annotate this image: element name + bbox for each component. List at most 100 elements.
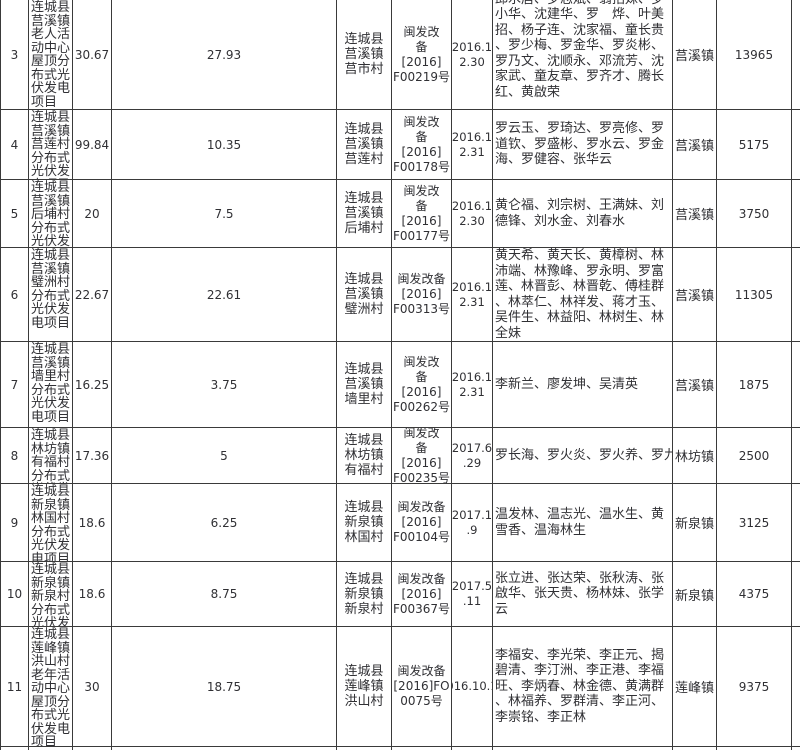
project-name-cell: 连城县莒溪镇后埔村分布式光伏发电项目 [29,180,73,248]
project-name-cell: 连城县莒溪镇莒莲村分布式光伏发电项目 [29,110,73,180]
value2-cell: 6.25 [112,484,337,562]
owners-cell: 李新兰、廖发坤、吴清英 [493,342,673,428]
approval-date-cell: 2016.1 2.30 [452,180,493,248]
table-row: 3 连城县莒溪镇老人活动中心屋顶分布式光伏发电项目 30.67 27.93 连城… [0,0,800,110]
town-cell: 新泉镇 [673,562,717,627]
amount-cell [717,747,792,750]
approval-date-cell [452,747,493,750]
approval-doc-cell: 闽发改 备 [2016] F00262号 [392,342,452,428]
value2-cell: 3.75 [112,342,337,428]
owners-cell [493,747,673,750]
approval-doc-cell: 闽发改备 [2016] F00367号 [392,562,452,627]
table-row: 4 连城县莒溪镇莒莲村分布式光伏发电项目 99.84 10.35 连城县莒溪镇莒… [0,110,800,180]
project-name-cell: 连城县莒溪镇老人活动中心屋顶分布式光伏发电项目 [29,0,73,110]
owners-cell: 温发林、温志光、温水生、黄雪香、温海林生 [493,484,673,562]
value1-cell: 16.25 [73,342,112,428]
amount-cell: 4375 [717,562,792,627]
clipped-edge-cell [792,484,800,562]
owners-text: 邱水居、罗志斌、翁招妹、罗小华、沈建华、罗 烨、叶美招、杨子连、沈家福、童长贵、… [495,0,665,100]
location-cell: 连城县莒溪镇墙里村 [337,342,392,428]
location-cell: 连城县新泉镇新泉村 [337,562,392,627]
amount-cell: 3125 [717,484,792,562]
approval-date-cell: 2016.1 2.31 [452,110,493,180]
project-name-cell: 连城县莲峰镇洪山村老年活动中心屋顶分布式光伏发电项目 [29,627,73,747]
row-number-cell: 4 [0,110,29,180]
approval-date-cell: 2017.5 .11 [452,562,493,627]
partial-next-row [0,747,800,750]
amount-cell: 13965 [717,0,792,110]
row-number-cell: 7 [0,342,29,428]
project-name-cell [29,747,73,750]
amount-cell: 3750 [717,180,792,248]
table-row: 5 连城县莒溪镇后埔村分布式光伏发电项目 20 7.5 连城县莒溪镇后埔村 闽发… [0,180,800,248]
table-row: 7 连城县莒溪镇墙里村分布式光伏发电项目 16.25 3.75 连城县莒溪镇墙里… [0,342,800,428]
town-cell: 莒溪镇 [673,110,717,180]
value1-cell: 18.6 [73,562,112,627]
clipped-edge-cell [792,562,800,627]
clipped-edge-cell [792,428,800,484]
value2-cell: 7.5 [112,180,337,248]
approval-doc-cell [392,747,452,750]
value2-cell: 5 [112,428,337,484]
row-number-cell: 3 [0,0,29,110]
approval-date-cell: 2016.1 2.30 [452,0,493,110]
clipped-edge-cell [792,248,800,342]
value2-cell: 18.75 [112,627,337,747]
row-number-cell: 9 [0,484,29,562]
value1-cell: 99.84 [73,110,112,180]
value2-cell: 22.61 [112,248,337,342]
owners-cell: 罗长海、罗火炎、罗火养、罗九 [493,428,673,484]
value2-cell [112,747,337,750]
value1-cell: 17.36 [73,428,112,484]
table-row: 11 连城县莲峰镇洪山村老年活动中心屋顶分布式光伏发电项目 30 18.75 连… [0,627,800,747]
value1-cell: 20 [73,180,112,248]
table-row: 8 连城县林坊镇有福村分布式光伏发电项目 17.36 5 连城县林坊镇有福村 闽… [0,428,800,484]
approval-doc-cell: 闽发改备 [2016] F00313号 [392,248,452,342]
town-cell: 莒溪镇 [673,180,717,248]
approval-doc-cell: 闽发改 备 [2016] F00219号 [392,0,452,110]
approval-doc-cell: 闽发改备 [2016] F00104号 [392,484,452,562]
row-number-cell: 5 [0,180,29,248]
value1-cell: 18.6 [73,484,112,562]
approval-doc-cell: 闽发改 备 [2016] F00177号 [392,180,452,248]
location-cell: 连城县林坊镇有福村 [337,428,392,484]
location-cell: 连城县莒溪镇莒莲村 [337,110,392,180]
location-cell: 连城县新泉镇林国村 [337,484,392,562]
project-name-cell: 连城县莒溪镇璧洲村分布式光伏发电项目 [29,248,73,342]
amount-cell: 2500 [717,428,792,484]
row-number-cell: 6 [0,248,29,342]
row-number-cell [0,747,29,750]
amount-cell: 5175 [717,110,792,180]
approval-doc-cell: 闽发改 备 [2016] F00235号 [392,428,452,484]
row-number-cell: 8 [0,428,29,484]
location-cell [337,747,392,750]
project-name-cell: 连城县林坊镇有福村分布式光伏发电项目 [29,428,73,484]
owners-cell: 黄仑福、刘宗树、王满妹、刘德锋、刘水金、刘春水 [493,180,673,248]
town-cell: 新泉镇 [673,484,717,562]
town-cell [673,747,717,750]
owners-cell: 邱水居、罗志斌、翁招妹、罗小华、沈建华、罗 烨、叶美招、杨子连、沈家福、童长贵、… [493,0,673,110]
clipped-edge-cell [792,180,800,248]
value2-cell: 8.75 [112,562,337,627]
table-row: 6 连城县莒溪镇璧洲村分布式光伏发电项目 22.67 22.61 连城县莒溪镇璧… [0,248,800,342]
town-cell: 林坊镇 [673,428,717,484]
value2-cell: 10.35 [112,110,337,180]
row-number-cell: 11 [0,627,29,747]
clipped-edge-cell [792,0,800,110]
approval-date-cell: 2016.10.19 [452,627,493,747]
town-cell: 莒溪镇 [673,342,717,428]
table-row: 10 连城县新泉镇新泉村分布式光伏发电项目 18.6 8.75 连城县新泉镇新泉… [0,562,800,627]
location-cell: 连城县莒溪镇莒市村 [337,0,392,110]
location-cell: 连城县莒溪镇璧洲村 [337,248,392,342]
location-cell: 连城县莲峰镇洪山村 [337,627,392,747]
project-name-cell: 连城县新泉镇林国村分布式光伏发电项目 [29,484,73,562]
clipped-edge-cell [792,342,800,428]
amount-cell: 11305 [717,248,792,342]
approval-date-cell: 2016.1 2.31 [452,248,493,342]
owners-cell: 李福安、李光荣、李正元、揭碧清、李汀洲、李正港、李福旺、李炳春、林金德、黄满群、… [493,627,673,747]
owners-cell: 黄天希、黄天长、黄樟树、林沛端、林豫峰、罗永明、罗富莲、林晋彭、林晋乾、傅桂群、… [493,248,673,342]
value2-cell: 27.93 [112,0,337,110]
project-name-cell: 连城县新泉镇新泉村分布式光伏发电项目 [29,562,73,627]
